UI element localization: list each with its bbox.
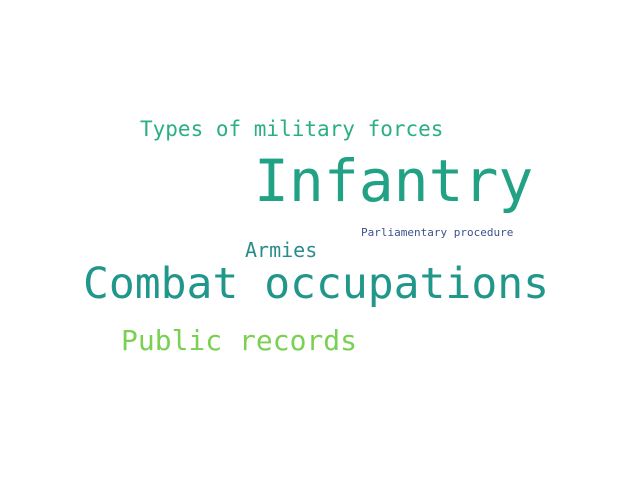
word-types-of-military-forces: Types of military forces <box>140 117 444 141</box>
word-combat-occupations: Combat occupations <box>83 259 549 309</box>
word-infantry: Infantry <box>254 147 534 215</box>
word-armies: Armies <box>245 238 318 262</box>
word-parliamentary-procedure: Parliamentary procedure <box>361 226 514 239</box>
word-public-records: Public records <box>121 324 358 357</box>
